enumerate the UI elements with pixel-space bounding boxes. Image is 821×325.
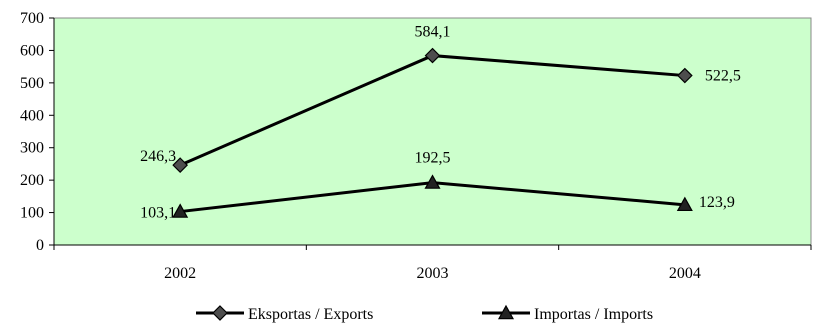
y-tick-label: 0 <box>36 237 44 254</box>
legend-marker <box>212 305 228 321</box>
data-label: 103,1 <box>140 205 176 222</box>
series-imports: 103,1 192,5 123,9 <box>140 150 735 222</box>
y-tick-label: 700 <box>20 10 44 27</box>
legend-item: Eksportas / Exports <box>196 305 373 323</box>
y-tick-label: 100 <box>20 205 44 222</box>
data-point <box>424 47 441 64</box>
data-point <box>172 157 189 173</box>
y-tick-label: 500 <box>20 75 44 92</box>
data-point <box>676 67 693 84</box>
legend-label: Eksportas / Exports <box>248 306 373 323</box>
x-tick-label: 2002 <box>164 265 196 282</box>
data-label: 584,1 <box>415 24 451 41</box>
y-tick-label: 200 <box>20 172 44 189</box>
y-axis: 0 100 200 300 400 500 600 700 <box>20 10 55 254</box>
legend-item: Importas / Imports <box>482 304 653 323</box>
series-exports: 246,3 584,1 522,5 <box>140 24 741 173</box>
legend-marker <box>497 304 515 320</box>
y-tick-label: 600 <box>20 42 44 59</box>
data-label: 522,5 <box>705 68 741 85</box>
data-point <box>424 174 441 189</box>
y-tick-label: 400 <box>20 107 44 124</box>
x-tick-label: 2004 <box>669 265 701 282</box>
data-point <box>172 203 189 218</box>
series-layer: 246,3 584,1 522,5 103,1 192,5 123,9 <box>140 24 741 222</box>
data-point <box>676 196 693 212</box>
legend-label: Importas / Imports <box>534 306 653 323</box>
x-axis: 2002 2003 2004 <box>53 244 812 282</box>
y-tick-label: 300 <box>20 140 44 157</box>
x-tick-label: 2003 <box>417 265 449 282</box>
data-label: 246,3 <box>140 148 176 165</box>
data-label: 192,5 <box>415 150 451 167</box>
legend: Eksportas / Exports Importas / Imports <box>196 304 653 323</box>
data-label: 123,9 <box>699 194 735 211</box>
